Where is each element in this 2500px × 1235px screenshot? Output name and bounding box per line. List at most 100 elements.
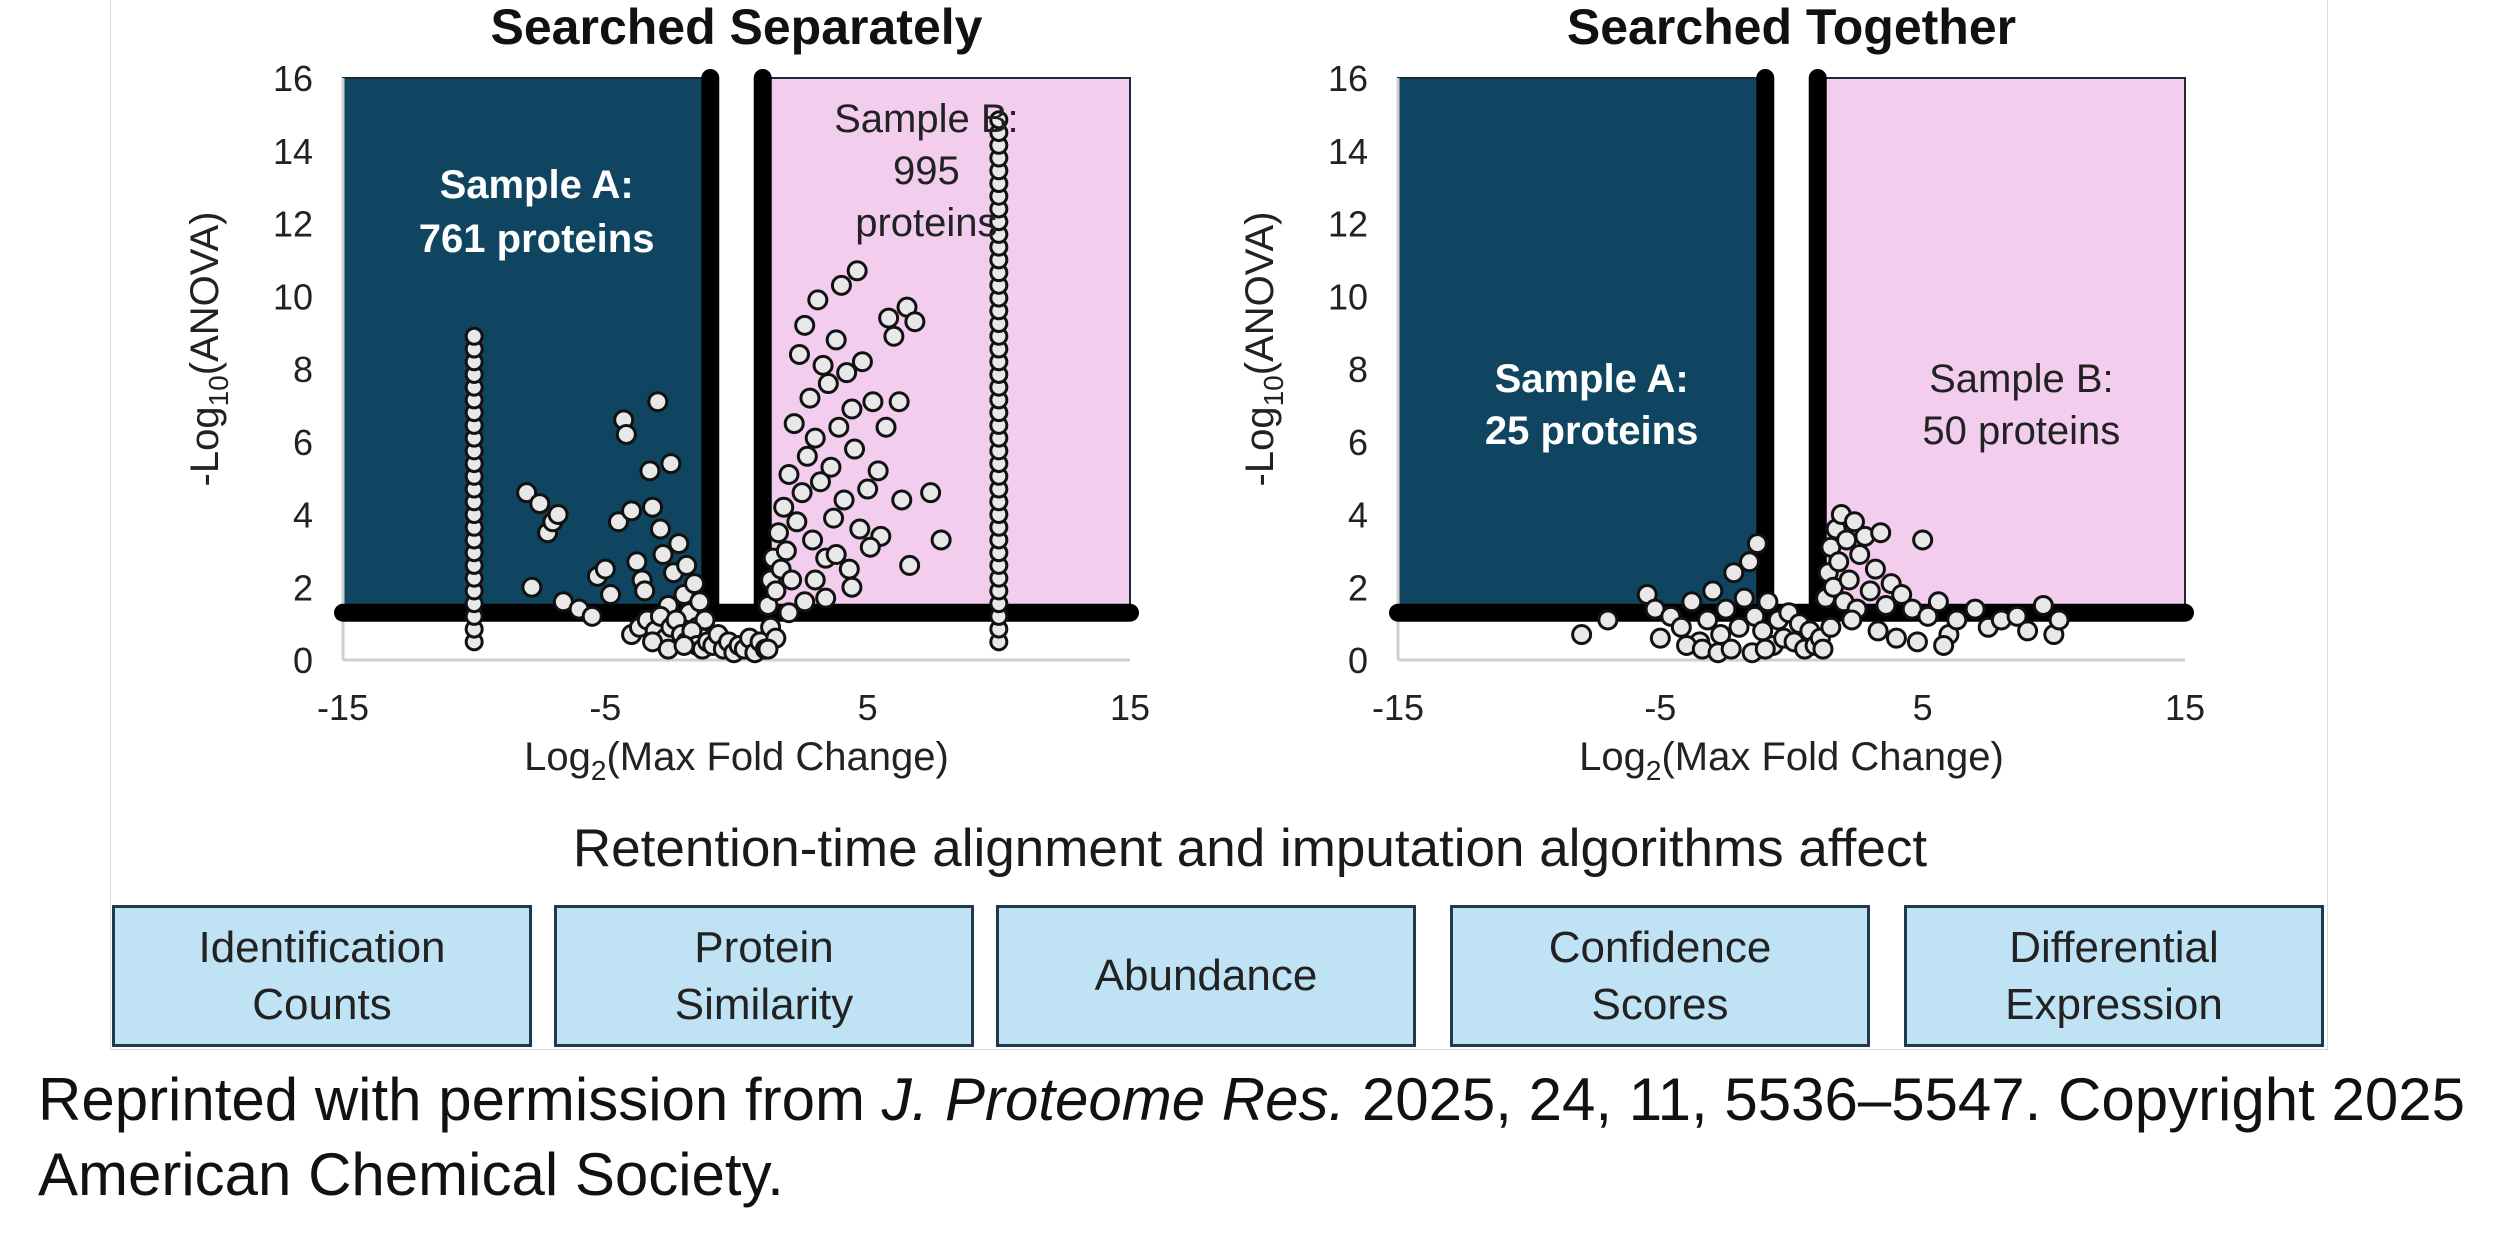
- data-point: [836, 362, 858, 384]
- chart-title: Searched Together: [1567, 0, 2016, 55]
- data-point: [673, 634, 695, 656]
- data-point: [607, 511, 629, 533]
- x-tick-label: 15: [1110, 687, 1150, 728]
- volcano-plot-separately: Searched Separately 0 2 4 6 8 10 12 14 16 -15 -5 5 15…: [183, 0, 1150, 786]
- data-point: [791, 482, 813, 504]
- data-point: [521, 576, 543, 598]
- data-point: [647, 391, 669, 413]
- region-b-label-line1: Sample B:: [834, 97, 1019, 141]
- data-point: [684, 573, 706, 595]
- data-point: [1812, 638, 1834, 660]
- data-point: [626, 551, 648, 573]
- data-point: [799, 387, 821, 409]
- region-sample-a: [1397, 77, 1767, 614]
- data-point: [846, 260, 868, 282]
- data-point: [804, 427, 826, 449]
- data-point: [1649, 627, 1671, 649]
- data-point: [1891, 584, 1913, 606]
- y-axis-label: -Log10(ANOVA): [1238, 212, 1289, 487]
- data-point: [796, 445, 818, 467]
- data-point: [767, 522, 789, 544]
- data-point: [883, 325, 905, 347]
- data-point: [2048, 609, 2070, 631]
- data-point: [815, 587, 837, 609]
- region-b-label-line2: 50 proteins: [1922, 409, 2120, 453]
- region-a-label-line1: Sample A:: [440, 163, 634, 207]
- region-sample-a: [342, 77, 712, 614]
- x-tick-label: 15: [2165, 687, 2205, 728]
- data-point: [833, 489, 855, 511]
- data-point: [1828, 551, 1850, 573]
- data-point: [786, 511, 808, 533]
- y-tick-label: 10: [1328, 276, 1368, 317]
- data-point: [859, 536, 881, 558]
- x-tick-label: -15: [317, 687, 369, 728]
- data-point: [794, 591, 816, 613]
- data-point: [849, 518, 871, 540]
- data-point: [1838, 569, 1860, 591]
- data-point: [634, 580, 656, 602]
- data-point: [1946, 609, 1968, 631]
- y-tick-label: 14: [1328, 131, 1368, 172]
- data-point: [1864, 558, 1886, 580]
- data-point: [1670, 616, 1692, 638]
- data-point: [862, 391, 884, 413]
- data-point: [775, 540, 797, 562]
- data-point: [1867, 620, 1889, 642]
- credit-suffix: 2025, 24, 11, 5536–5547. Copyright 2025 …: [38, 1066, 2465, 1208]
- y-tick-label: 4: [1348, 495, 1368, 536]
- data-point: [828, 416, 850, 438]
- data-point: [823, 507, 845, 529]
- data-point: [783, 413, 805, 435]
- data-point: [904, 311, 926, 333]
- region-a-label-line2: 25 proteins: [1485, 409, 1698, 453]
- y-tick-label: 0: [1348, 640, 1368, 681]
- y-tick-label: 8: [293, 349, 313, 390]
- data-point: [676, 554, 698, 576]
- box-identification-counts: Identification Counts: [112, 905, 532, 1047]
- data-point: [989, 110, 1009, 130]
- y-tick-label: 12: [273, 204, 313, 245]
- data-point: [1875, 594, 1897, 616]
- data-point: [773, 496, 795, 518]
- data-point: [642, 496, 664, 518]
- data-point: [1843, 511, 1865, 533]
- data-point: [820, 456, 842, 478]
- data-point: [812, 354, 834, 376]
- data-point: [878, 307, 900, 329]
- x-tick-label: -5: [589, 687, 621, 728]
- data-point: [2032, 594, 2054, 616]
- x-tick-label: -5: [1644, 687, 1676, 728]
- region-a-label-line1: Sample A:: [1495, 357, 1689, 401]
- region-b-label-line3: proteins: [855, 201, 997, 245]
- data-point: [600, 584, 622, 606]
- data-point: [1571, 624, 1593, 646]
- data-point: [1841, 609, 1863, 631]
- y-tick-label: 16: [273, 58, 313, 99]
- data-point: [1912, 529, 1934, 551]
- data-point: [594, 558, 616, 580]
- data-point: [851, 351, 873, 373]
- y-axis-label: -Log10(ANOVA): [183, 212, 234, 487]
- x-tick-label: -15: [1372, 687, 1424, 728]
- data-point: [529, 493, 551, 515]
- data-point: [639, 460, 661, 482]
- data-point: [817, 373, 839, 395]
- data-point: [788, 343, 810, 365]
- data-point: [621, 500, 643, 522]
- data-point: [875, 416, 897, 438]
- x-tick-label: 5: [1913, 687, 1933, 728]
- y-tick-label: 8: [1348, 349, 1368, 390]
- data-point: [1720, 638, 1742, 660]
- data-point: [615, 423, 637, 445]
- data-point: [807, 289, 829, 311]
- data-point: [1885, 627, 1907, 649]
- data-point: [516, 482, 538, 504]
- data-point: [689, 591, 711, 613]
- data-point: [547, 504, 569, 525]
- data-point: [841, 398, 863, 420]
- data-point: [781, 569, 803, 591]
- data-point: [809, 471, 831, 493]
- data-point: [1681, 591, 1703, 613]
- box-protein-similarity: Protein Similarity: [554, 905, 974, 1047]
